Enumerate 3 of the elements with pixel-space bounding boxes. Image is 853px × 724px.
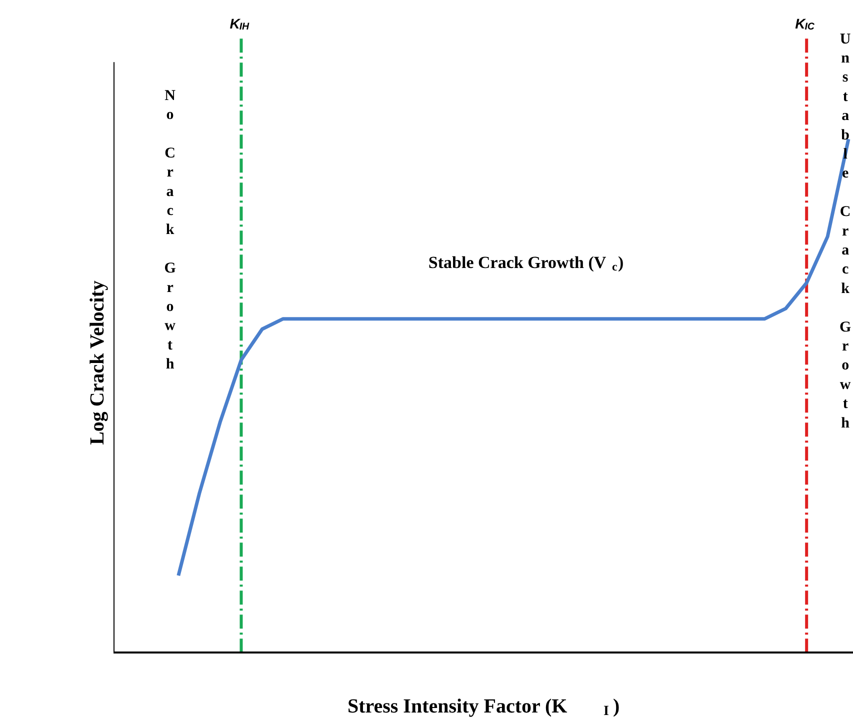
text: Unstable Crack Growth (840, 31, 852, 432)
text: No Crack Growth (164, 88, 176, 373)
y-axis-title: Log Crack Velocity (86, 280, 108, 445)
